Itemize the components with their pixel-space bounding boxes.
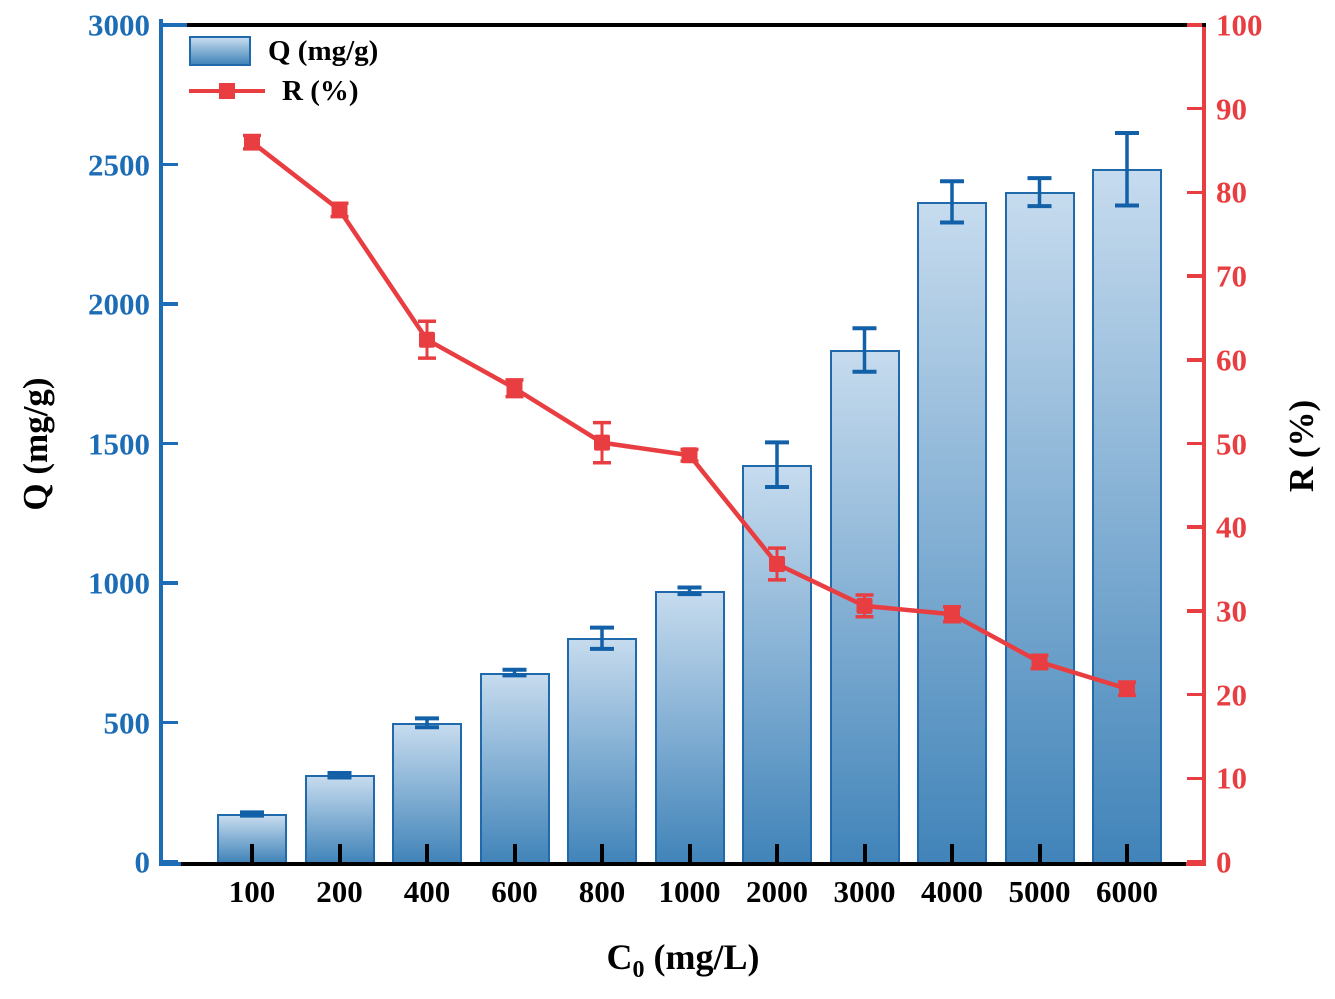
right-tick [1187,190,1202,195]
x-axis-spine [178,862,1190,866]
legend-label-q: Q (mg/g) [268,34,379,67]
right-tick [1187,106,1202,111]
x-tick [600,844,604,862]
x-tick [687,844,692,862]
bar-2000 [742,464,812,862]
x-tick-label: 5000 [1008,874,1071,909]
x-tick-label: 6000 [1096,874,1158,909]
ticks-layer [163,23,1202,864]
x-tick [950,844,954,862]
x-tick [250,844,254,862]
line-marker [506,380,523,397]
x-tick [862,844,867,862]
x-tick [337,844,342,862]
right-tick-label: 0 [1216,844,1232,880]
right-tick-label: 90 [1216,91,1247,127]
right-tick [1187,776,1202,781]
legend-item-r: R (%) [189,71,378,111]
x-tick-label: 2000 [746,874,808,909]
right-tick-label: 60 [1216,342,1247,378]
line-marker [1119,680,1135,697]
bar-4000 [917,201,987,862]
right-tick [1187,358,1202,362]
bar-800 [567,638,637,862]
x-tick-label: 600 [491,874,538,909]
line-marker [769,556,785,573]
series-overlay [240,130,1139,818]
right-tick-label: 20 [1216,677,1247,713]
right-tick [1187,609,1202,613]
line-marker [419,331,435,348]
right-tick-label: 80 [1216,174,1247,210]
left-tick-label: 1000 [88,565,150,601]
right-tick-label: 40 [1216,509,1247,545]
right-tick [1187,860,1202,864]
left-tick-label: 500 [103,705,151,740]
right-tick [1187,441,1202,446]
legend-item-q: Q (mg/g) [189,31,378,71]
bar-600 [479,672,550,862]
left-tick [163,860,178,864]
x-tick-label: 200 [316,874,363,909]
left-tick-label: 3000 [88,7,150,43]
right-tick-label: 70 [1216,258,1247,294]
x-tick [1037,844,1042,862]
legend-label-r: R (%) [282,74,359,107]
x-tick-label: 800 [578,874,626,909]
left-tick [163,23,178,27]
line-marker [331,201,348,218]
right-tick-label: 30 [1216,593,1247,629]
right-axis-title: R (%) [1282,399,1321,493]
line-marker [944,606,960,623]
x-tick [775,844,779,862]
x-tick-label: 1000 [658,874,721,909]
left-tick [163,441,178,446]
right-tick [1187,23,1202,27]
line-marker-swatch-icon [189,76,265,106]
left-tick [163,162,178,167]
line-marker [594,434,610,451]
line-marker [244,134,260,151]
left-tick-label: 0 [134,844,151,880]
left-tick [163,720,178,725]
x-tick-label: 400 [403,874,451,909]
x-tick-label: 3000 [833,874,896,909]
left-tick [163,581,178,585]
left-tick-label: 2500 [88,147,150,182]
right-tick-label: 10 [1216,760,1247,796]
x-tick [1125,844,1129,862]
top-spine [185,23,1206,27]
bar-swatch-icon [189,36,251,66]
right-tick [1187,525,1202,529]
line-marker [681,447,698,464]
right-tick-label: 100 [1216,7,1263,43]
bar-5000 [1004,192,1075,862]
left-axis-spine [159,19,163,866]
plot-area: Q (mg/g) R (%) [163,23,1202,864]
legend: Q (mg/g) R (%) [189,31,378,111]
bar-6000 [1092,169,1162,862]
x-axis-title: C0 (mg/L) [606,937,760,984]
line-marker [1031,653,1048,670]
right-axis-spine [1202,23,1206,866]
left-tick-label: 1500 [88,426,150,461]
right-tick-label: 50 [1216,426,1247,461]
left-tick-label: 2000 [88,286,150,322]
right-tick [1187,274,1202,278]
right-tick [1187,692,1202,697]
x-tick-label: 100 [228,874,276,909]
left-tick [163,302,178,306]
x-tick-label: 4000 [921,874,983,909]
x-tick [512,844,517,862]
x-tick [425,844,429,862]
line-marker [856,597,873,614]
